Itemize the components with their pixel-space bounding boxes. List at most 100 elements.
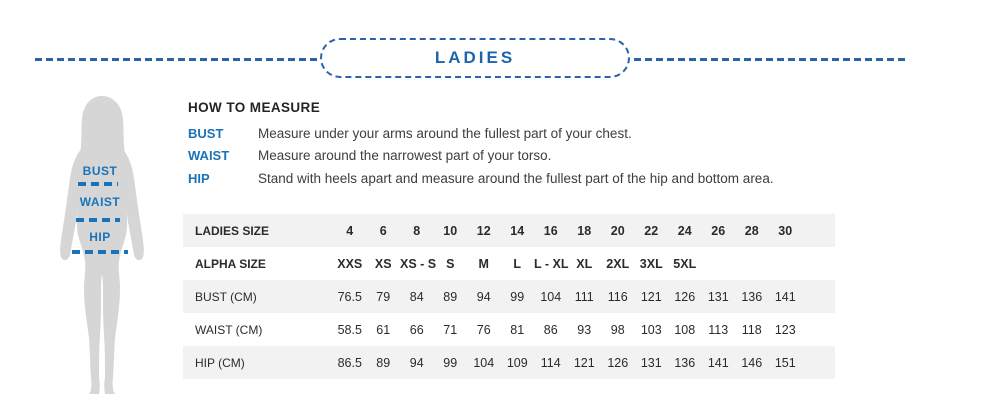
- size-cell: 99: [443, 355, 458, 370]
- hip-instruction-text: Stand with heels apart and measure aroun…: [258, 170, 774, 186]
- size-cell: M: [478, 256, 489, 271]
- size-cell: XXS: [337, 256, 363, 271]
- size-cell: 94: [476, 289, 491, 304]
- size-cell: 26: [711, 223, 726, 238]
- size-cell: 93: [577, 322, 592, 337]
- size-cell: 76: [476, 322, 491, 337]
- size-cell: 114: [540, 355, 561, 370]
- waist-instruction-label: WAIST: [188, 148, 230, 164]
- size-cell: 121: [640, 289, 662, 304]
- size-cell: 24: [677, 223, 692, 238]
- size-cell: 111: [574, 289, 594, 304]
- size-cell: 126: [607, 355, 629, 370]
- how-to-measure-section: HOW TO MEASURE BUST Measure under your a…: [188, 100, 878, 190]
- size-cell: 81: [510, 322, 525, 337]
- size-cell: 123: [774, 322, 796, 337]
- size-cell: 86.5: [337, 355, 362, 370]
- size-cell: 89: [443, 289, 458, 304]
- size-cell: 18: [577, 223, 592, 238]
- measure-instruction-row: BUST Measure under your arms around the …: [188, 122, 878, 145]
- size-table: LADIES SIZE 4 6 8 10 12 14 16 18 20 22 2…: [183, 214, 835, 379]
- size-cell: 113: [708, 322, 729, 337]
- table-row-bust-cm: BUST (CM) 76.5 79 84 89 94 99 104 111 11…: [183, 280, 835, 313]
- size-cell: 2XL: [606, 256, 630, 271]
- size-cell: 146: [741, 355, 763, 370]
- row-label: BUST (CM): [195, 289, 257, 304]
- size-cell: 109: [506, 355, 528, 370]
- row-label: WAIST (CM): [195, 322, 263, 337]
- size-cell: 141: [774, 289, 796, 304]
- size-cell: 98: [610, 322, 625, 337]
- size-cell: 76.5: [337, 289, 362, 304]
- size-cell: 12: [476, 223, 491, 238]
- table-row-hip-cm: HIP (CM) 86.5 89 94 99 104 109 114 121 1…: [183, 346, 835, 379]
- size-cell: 20: [610, 223, 625, 238]
- bust-instruction-text: Measure under your arms around the fulle…: [258, 125, 632, 141]
- dashed-divider-left: [35, 58, 318, 61]
- table-row-ladies-size: LADIES SIZE 4 6 8 10 12 14 16 18 20 22 2…: [183, 214, 835, 247]
- size-cell: 5XL: [673, 256, 697, 271]
- size-cell: L: [513, 256, 522, 271]
- row-label: LADIES SIZE: [195, 223, 270, 238]
- size-cell: 10: [443, 223, 458, 238]
- size-cell: 108: [674, 322, 696, 337]
- woman-silhouette-image: [60, 96, 144, 394]
- section-title: LADIES: [434, 48, 516, 67]
- size-cell: S: [446, 256, 455, 271]
- size-cell: 118: [741, 322, 762, 337]
- figure-hip-label: HIP: [89, 230, 111, 244]
- figure-bust-label: BUST: [82, 164, 118, 178]
- size-cell: 6: [379, 223, 387, 238]
- size-cell: 136: [741, 289, 763, 304]
- size-cell: 104: [540, 289, 562, 304]
- size-cell: 103: [640, 322, 662, 337]
- figure-bust-dashed-line: [78, 182, 118, 186]
- size-cell: 66: [409, 322, 424, 337]
- size-cell: 151: [774, 355, 796, 370]
- measurement-figure: BUST WAIST HIP: [50, 95, 150, 398]
- size-cell: 116: [607, 289, 628, 304]
- row-label: ALPHA SIZE: [195, 256, 266, 271]
- measure-instruction-row: HIP Stand with heels apart and measure a…: [188, 167, 878, 190]
- size-cell: 126: [674, 289, 696, 304]
- hip-instruction-label: HIP: [188, 170, 210, 186]
- measure-instruction-row: WAIST Measure around the narrowest part …: [188, 145, 878, 168]
- how-to-measure-title: HOW TO MEASURE: [188, 100, 321, 115]
- size-cell: L - XL: [534, 256, 569, 271]
- figure-hip-dashed-line: [72, 250, 128, 254]
- size-cell: 71: [443, 322, 458, 337]
- size-cell: 22: [644, 223, 659, 238]
- table-row-waist-cm: WAIST (CM) 58.5 61 66 71 76 81 86 93 98 …: [183, 313, 835, 346]
- size-cell: 8: [413, 223, 421, 238]
- size-cell: 79: [376, 289, 391, 304]
- size-cell: 58.5: [337, 322, 362, 337]
- size-cell: XS - S: [400, 256, 437, 271]
- size-cell: XL: [576, 256, 593, 271]
- size-cell: 104: [473, 355, 495, 370]
- size-cell: 131: [707, 289, 729, 304]
- size-cell: 86: [543, 322, 558, 337]
- bust-instruction-label: BUST: [188, 125, 224, 141]
- size-cell: 141: [707, 355, 729, 370]
- ladies-section-badge: LADIES: [320, 38, 630, 78]
- size-cell: 30: [778, 223, 793, 238]
- size-cell: 121: [573, 355, 595, 370]
- size-cell: 16: [543, 223, 558, 238]
- size-cell: 136: [674, 355, 696, 370]
- size-cell: 28: [744, 223, 759, 238]
- size-cell: 99: [510, 289, 525, 304]
- size-cell: 94: [409, 355, 424, 370]
- size-cell: 3XL: [639, 256, 663, 271]
- size-cell: 4: [346, 223, 354, 238]
- figure-waist-label: WAIST: [79, 195, 121, 209]
- table-row-alpha-size: ALPHA SIZE XXS XS XS - S S M L L - XL XL…: [183, 247, 835, 280]
- size-cell: 61: [376, 322, 391, 337]
- row-label: HIP (CM): [195, 355, 245, 370]
- dashed-divider-right: [634, 58, 905, 61]
- size-cell: 14: [510, 223, 525, 238]
- figure-waist-dashed-line: [76, 218, 120, 222]
- size-cell: XS: [374, 256, 392, 271]
- waist-instruction-text: Measure around the narrowest part of you…: [258, 148, 552, 164]
- size-cell: 89: [376, 355, 391, 370]
